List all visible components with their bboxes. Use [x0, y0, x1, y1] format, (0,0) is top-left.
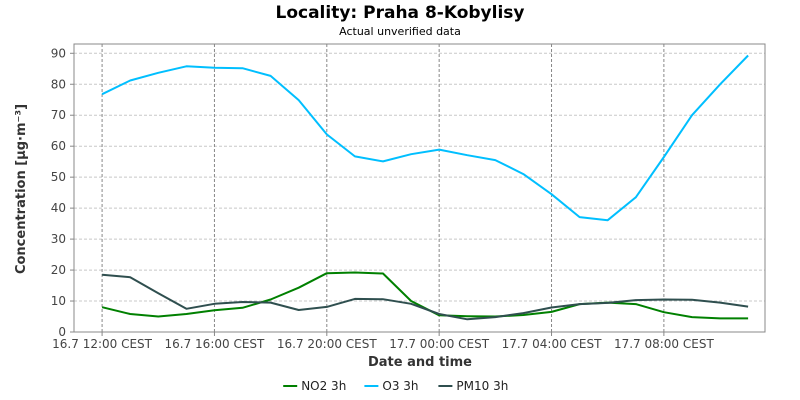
- x-tick-label: 16.7 12:00 CEST: [52, 337, 153, 351]
- chart-subtitle: Actual unverified data: [339, 25, 461, 38]
- x-tick-label: 16.7 20:00 CEST: [277, 337, 378, 351]
- series-line-pm10: [102, 273, 749, 321]
- y-tick-label: 30: [51, 232, 66, 246]
- legend: NO2 3h O3 3h PM10 3h: [283, 379, 508, 393]
- y-tick-label: 50: [51, 170, 66, 184]
- legend-label-pm10: PM10 3h: [456, 379, 508, 393]
- x-tick-label: 17.7 04:00 CEST: [502, 337, 603, 351]
- series-lines: [101, 54, 749, 321]
- x-axis-title: Date and time: [368, 355, 472, 370]
- series-line-no2: [101, 271, 749, 320]
- y-tick-label: 20: [51, 263, 66, 277]
- y-tick-label: 60: [51, 139, 66, 153]
- series-line-o3: [101, 54, 749, 222]
- y-tick-label: 0: [58, 325, 66, 339]
- y-tick-label: 80: [51, 77, 66, 91]
- grid-lines: [74, 44, 765, 332]
- y-axis-title: Concentration [µg·m⁻³]: [14, 104, 29, 274]
- legend-label-no2: NO2 3h: [301, 379, 346, 393]
- y-tick-label: 10: [51, 294, 66, 308]
- y-tick-label: 90: [51, 46, 66, 60]
- x-tick-label: 17.7 00:00 CEST: [389, 337, 490, 351]
- plot-area-frame: [73, 43, 766, 333]
- x-tick-label: 16.7 16:00 CEST: [165, 337, 266, 351]
- chart-title: Locality: Praha 8-Kobylisy: [276, 3, 525, 23]
- x-tick-label: 17.7 08:00 CEST: [614, 337, 715, 351]
- legend-label-o3: O3 3h: [382, 379, 418, 393]
- y-tick-label: 40: [51, 201, 66, 215]
- y-tick-label: 70: [51, 108, 66, 122]
- axes: 0 10 20 30 40 50 60 70 80 90 16.7 12:00 CEST 16.7 1…: [51, 46, 715, 351]
